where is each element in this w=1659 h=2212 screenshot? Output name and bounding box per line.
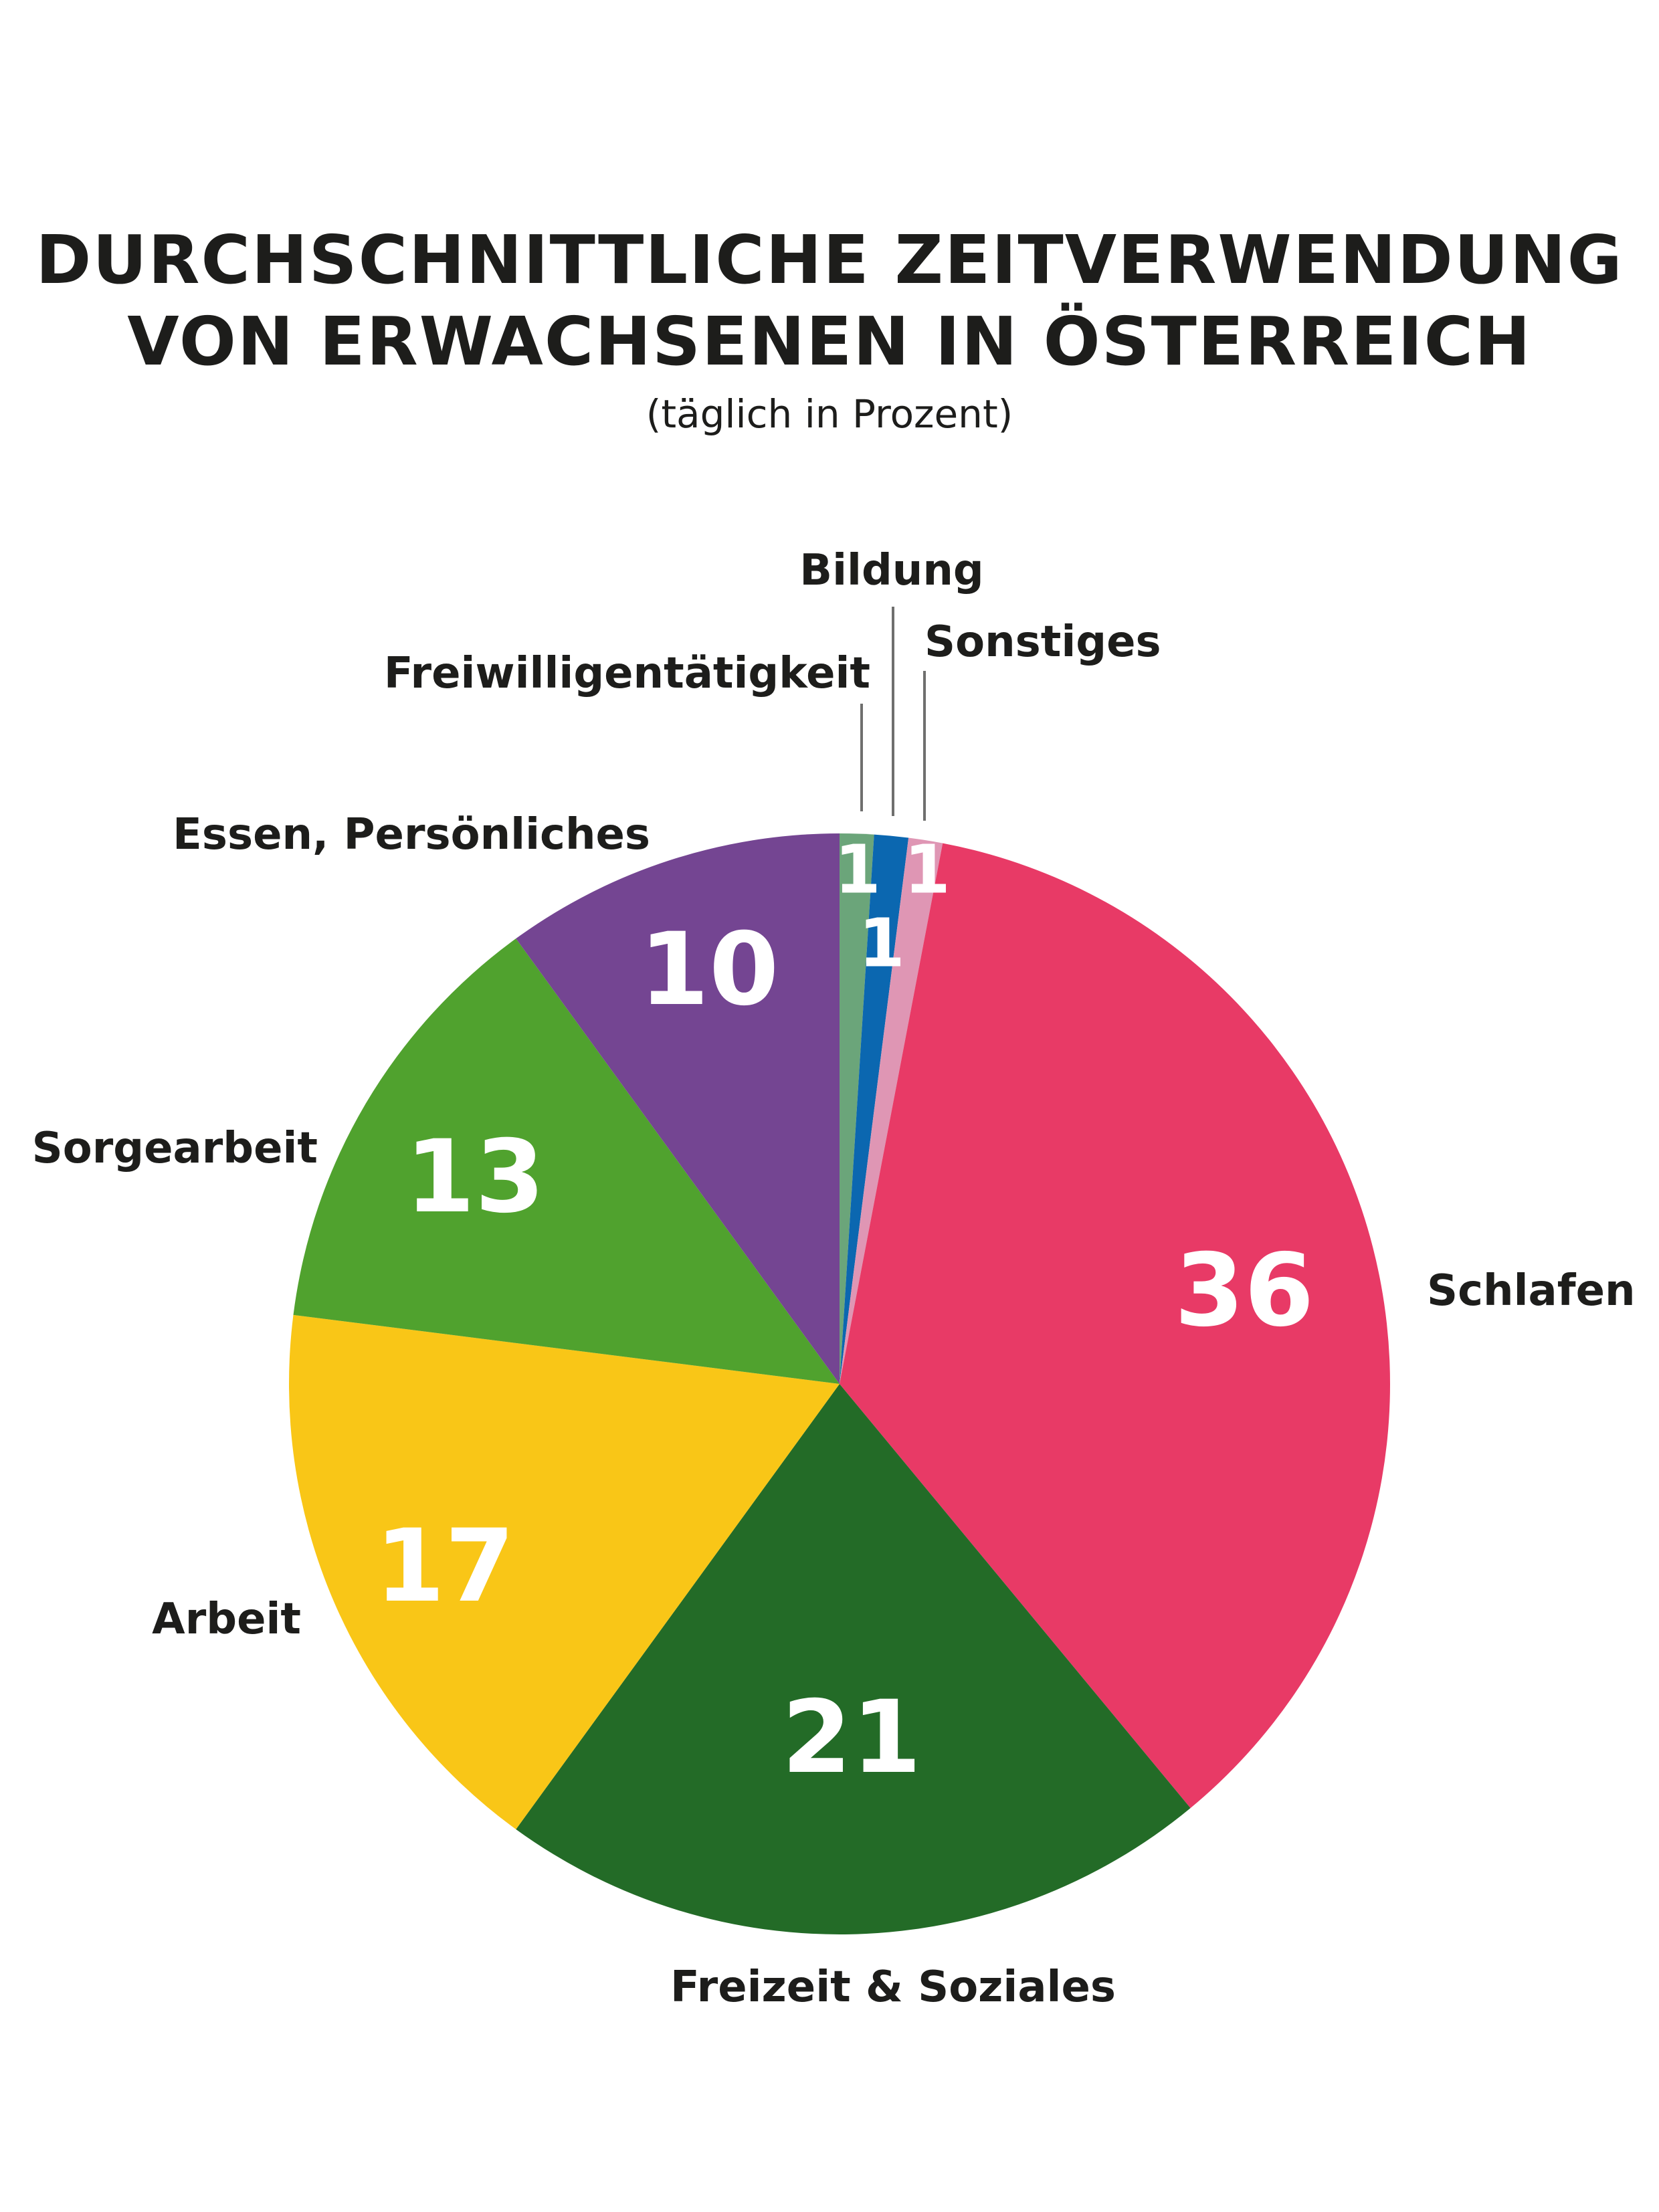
pie-slice-6: [293, 938, 840, 1384]
pie-slice-0: [840, 833, 874, 1384]
chart-title-line-1: DURCHSCHNITTLICHE ZEITVERWENDUNG: [35, 221, 1624, 299]
slice-label: Schlafen: [1427, 1266, 1636, 1316]
slice-label: Arbeit: [152, 1595, 301, 1644]
pie-slice-2: [840, 837, 943, 1384]
pie-slice-5: [288, 1314, 840, 1829]
slice-value: 1: [904, 831, 951, 909]
slice-value: 10: [640, 912, 779, 1028]
slice-value: 21: [782, 1680, 922, 1796]
chart-subtitle: (täglich in Prozent): [646, 391, 1013, 437]
slice-value: 36: [1175, 1233, 1314, 1349]
slice-label: Sonstiges: [924, 617, 1161, 667]
chart-title-line-2: VON ERWACHSENEN IN ÖSTERREICH: [127, 302, 1532, 381]
slice-value: 1: [834, 831, 881, 909]
slice-label: Essen, Persönliches: [173, 810, 650, 860]
pie-slice-3: [840, 843, 1391, 1809]
pie-slice-1: [840, 834, 909, 1384]
pie-slice-7: [516, 833, 840, 1384]
slice-label: Sorgearbeit: [32, 1124, 318, 1173]
slice-value: 13: [405, 1119, 545, 1235]
slice-label: Freizeit & Soziales: [670, 1963, 1116, 2012]
slice-value: 1: [858, 904, 905, 983]
slice-value: 17: [375, 1508, 515, 1625]
slice-label: Bildung: [799, 546, 983, 595]
pie-slice-4: [516, 1384, 1191, 1935]
slice-label: Freiwilligentätigkeit: [384, 649, 870, 698]
